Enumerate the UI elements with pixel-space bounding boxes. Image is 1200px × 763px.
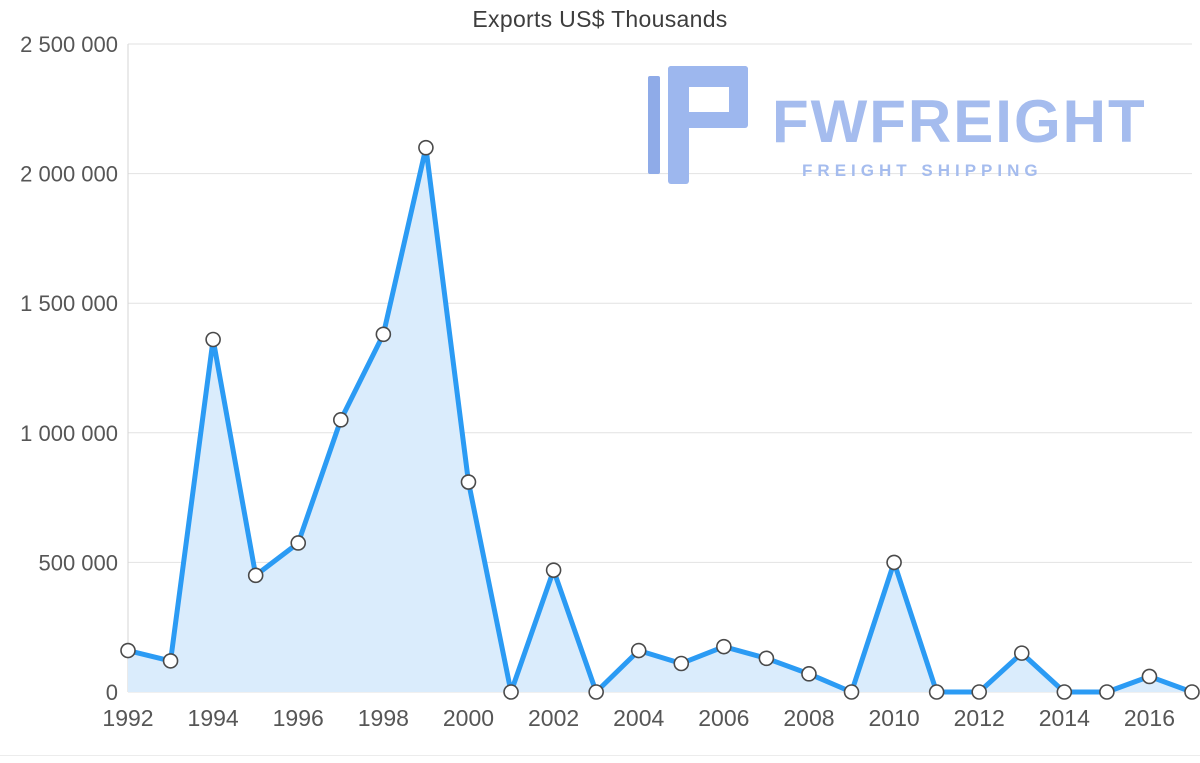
y-axis-tick-label: 0 — [106, 680, 118, 705]
y-axis-tick-label: 2 500 000 — [20, 32, 118, 57]
x-axis-tick-label: 2006 — [698, 705, 749, 731]
y-axis-tick-label: 500 000 — [38, 550, 118, 575]
data-point[interactable] — [588, 684, 604, 700]
data-point[interactable] — [1141, 668, 1158, 685]
data-point[interactable] — [843, 684, 860, 700]
data-point[interactable] — [971, 684, 988, 700]
data-point[interactable] — [460, 474, 477, 490]
data-point[interactable] — [418, 139, 434, 156]
page-bottom-divider — [0, 755, 1200, 756]
data-point[interactable] — [801, 666, 817, 682]
data-point[interactable] — [673, 655, 690, 672]
y-axis-tick-label: 1 000 000 — [20, 421, 118, 446]
data-point[interactable] — [886, 554, 902, 571]
area-fill — [128, 147, 1192, 692]
data-point[interactable] — [1013, 645, 1030, 661]
data-point[interactable] — [162, 653, 179, 669]
data-point[interactable] — [630, 642, 647, 659]
data-point[interactable] — [928, 684, 945, 700]
data-point[interactable] — [503, 684, 519, 700]
data-point[interactable] — [290, 535, 307, 551]
x-axis-tick-label: 2012 — [954, 705, 1005, 731]
data-point[interactable] — [1184, 684, 1200, 700]
data-point[interactable] — [1099, 684, 1115, 700]
x-axis-tick-label: 2000 — [443, 705, 494, 731]
data-point[interactable] — [758, 650, 775, 667]
x-axis-tick-label: 1998 — [358, 705, 409, 731]
x-axis-tick-label: 1996 — [273, 705, 324, 731]
data-point[interactable] — [545, 562, 562, 578]
x-axis-tick-label: 2010 — [868, 705, 919, 731]
y-axis-tick-label: 2 000 000 — [20, 162, 118, 187]
line-series — [125, 145, 1195, 695]
data-point[interactable] — [716, 638, 732, 655]
x-axis-tick-label: 1992 — [102, 705, 153, 731]
data-point[interactable] — [205, 331, 221, 348]
data-point[interactable] — [247, 567, 264, 584]
x-axis-tick-label: 1994 — [188, 705, 239, 731]
x-axis-tick-label: 2008 — [783, 705, 834, 731]
data-point[interactable] — [332, 412, 349, 428]
chart-title: Exports US$ Thousands — [472, 6, 728, 32]
data-point[interactable] — [375, 326, 392, 343]
data-point[interactable] — [120, 642, 136, 659]
x-axis-tick-label: 2016 — [1124, 705, 1175, 731]
y-axis-tick-label: 1 500 000 — [20, 291, 118, 316]
x-axis-tick-label: 2002 — [528, 705, 579, 731]
data-point[interactable] — [1056, 684, 1073, 700]
x-axis-tick-label: 2004 — [613, 705, 664, 731]
x-axis-tick-label: 2014 — [1039, 705, 1090, 731]
